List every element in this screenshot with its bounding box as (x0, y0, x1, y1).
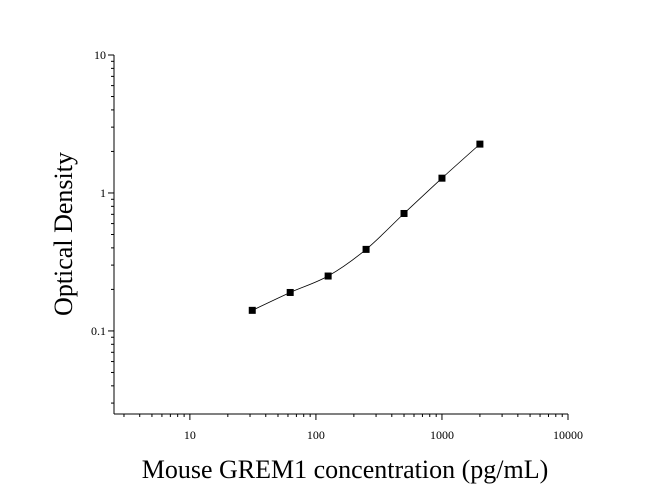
axis-tick-labels: 10 100 1000 10000 0.1 1 10 (91, 48, 583, 442)
data-point (438, 174, 446, 182)
y-axis-title: Optical Density (49, 152, 78, 316)
data-point (362, 245, 370, 253)
y-tick-label: 0.1 (91, 324, 106, 338)
x-tick-label: 10000 (553, 428, 583, 442)
data-point (324, 272, 332, 280)
y-tick-label: 10 (94, 48, 106, 62)
data-points (248, 140, 484, 314)
axis-ticks (108, 54, 569, 420)
x-tick-label: 10 (184, 428, 196, 442)
x-tick-label: 100 (307, 428, 325, 442)
y-tick-label: 1 (100, 186, 106, 200)
x-axis-title: Mouse GREM1 concentration (pg/mL) (142, 455, 549, 484)
data-point (400, 209, 408, 217)
x-tick-label: 1000 (430, 428, 454, 442)
fitted-curve (252, 143, 481, 311)
data-point (248, 306, 256, 314)
data-point (476, 140, 484, 148)
axes (113, 55, 568, 415)
data-point (286, 288, 294, 296)
